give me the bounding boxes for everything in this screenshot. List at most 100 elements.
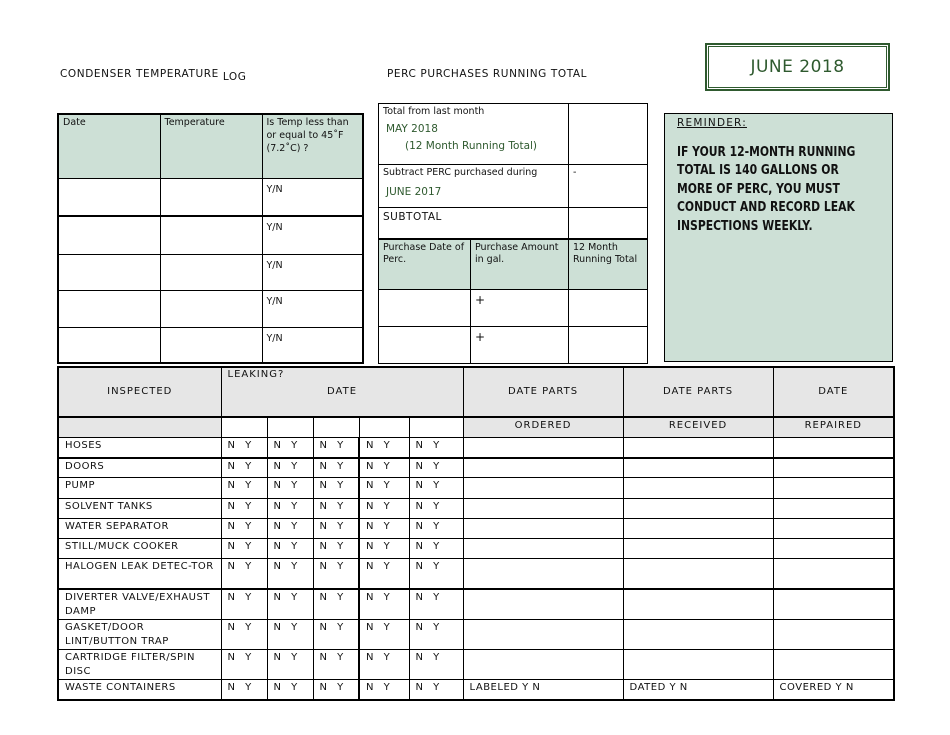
- parts-ordered-cell[interactable]: [462, 649, 624, 680]
- leak-yn-toggle[interactable]: N Y: [220, 619, 268, 650]
- leak-yn-toggle[interactable]: N Y: [220, 649, 268, 680]
- parts-ordered-cell[interactable]: [462, 619, 624, 650]
- date-cell[interactable]: [57, 177, 161, 217]
- parts-received-cell[interactable]: [622, 649, 774, 680]
- leak-yn-toggle[interactable]: N Y: [408, 497, 464, 519]
- leak-yn-toggle[interactable]: N Y: [408, 649, 464, 680]
- parts-received-cell[interactable]: [622, 588, 774, 620]
- leak-yn-toggle[interactable]: N Y: [408, 436, 464, 459]
- parts-received-cell[interactable]: [622, 436, 774, 459]
- date-input-1[interactable]: [220, 416, 268, 438]
- leak-yn-toggle[interactable]: N Y: [220, 557, 268, 590]
- parts-received-cell[interactable]: [622, 457, 774, 478]
- leak-yn-toggle[interactable]: N Y: [220, 497, 268, 519]
- temperature-cell[interactable]: [159, 177, 263, 217]
- leak-yn-toggle[interactable]: N Y: [312, 476, 360, 499]
- purchase-amount-cell[interactable]: +: [470, 289, 569, 327]
- parts-received-cell[interactable]: [622, 537, 774, 559]
- leak-yn-toggle[interactable]: N Y: [266, 537, 314, 559]
- leak-yn-toggle[interactable]: N Y: [358, 557, 410, 590]
- leak-yn-toggle[interactable]: N Y: [220, 679, 268, 700]
- purchase-date-cell[interactable]: [378, 326, 471, 364]
- leak-yn-toggle[interactable]: N Y: [220, 457, 268, 478]
- repaired-cell[interactable]: [772, 649, 895, 680]
- parts-ordered-cell[interactable]: [462, 436, 624, 459]
- running-total-cell[interactable]: [568, 326, 648, 364]
- leak-yn-toggle[interactable]: N Y: [312, 619, 360, 650]
- date-cell[interactable]: [57, 289, 161, 328]
- leak-yn-toggle[interactable]: N Y: [266, 476, 314, 499]
- leak-yn-toggle[interactable]: N Y: [220, 537, 268, 559]
- leak-yn-toggle[interactable]: N Y: [266, 436, 314, 459]
- leak-yn-toggle[interactable]: N Y: [358, 517, 410, 539]
- leak-yn-toggle[interactable]: N Y: [266, 588, 314, 620]
- leak-yn-toggle[interactable]: N Y: [220, 517, 268, 539]
- leak-yn-toggle[interactable]: N Y: [358, 588, 410, 620]
- repaired-cell[interactable]: [772, 497, 895, 519]
- temp-check-cell[interactable]: Y/N: [261, 215, 364, 255]
- repaired-cell[interactable]: [772, 588, 895, 620]
- subtract-value[interactable]: -: [568, 164, 648, 208]
- subtotal-value[interactable]: [568, 207, 648, 239]
- date-input-3[interactable]: [312, 416, 360, 438]
- temp-check-cell[interactable]: Y/N: [261, 253, 364, 291]
- temperature-cell[interactable]: [159, 326, 263, 364]
- repaired-cell[interactable]: [772, 476, 895, 499]
- leak-yn-toggle[interactable]: N Y: [312, 517, 360, 539]
- leak-yn-toggle[interactable]: N Y: [312, 649, 360, 680]
- dated-yn[interactable]: DATED Y N: [622, 679, 774, 700]
- purchase-amount-cell[interactable]: +: [470, 326, 569, 364]
- leak-yn-toggle[interactable]: N Y: [312, 497, 360, 519]
- repaired-cell[interactable]: [772, 557, 895, 590]
- temp-check-cell[interactable]: Y/N: [261, 326, 364, 364]
- leak-yn-toggle[interactable]: N Y: [312, 537, 360, 559]
- leak-yn-toggle[interactable]: N Y: [358, 679, 410, 700]
- date-cell[interactable]: [57, 326, 161, 364]
- leak-yn-toggle[interactable]: N Y: [358, 457, 410, 478]
- parts-ordered-cell[interactable]: [462, 497, 624, 519]
- leak-yn-toggle[interactable]: N Y: [358, 537, 410, 559]
- leak-yn-toggle[interactable]: N Y: [220, 588, 268, 620]
- parts-ordered-cell[interactable]: [462, 557, 624, 590]
- leak-yn-toggle[interactable]: N Y: [358, 619, 410, 650]
- leak-yn-toggle[interactable]: N Y: [408, 476, 464, 499]
- running-total-cell[interactable]: [568, 289, 648, 327]
- parts-received-cell[interactable]: [622, 557, 774, 590]
- leak-yn-toggle[interactable]: N Y: [358, 497, 410, 519]
- parts-received-cell[interactable]: [622, 497, 774, 519]
- leak-yn-toggle[interactable]: N Y: [408, 537, 464, 559]
- covered-yn[interactable]: COVERED Y N: [772, 679, 895, 700]
- leak-yn-toggle[interactable]: N Y: [312, 457, 360, 478]
- purchase-date-cell[interactable]: [378, 289, 471, 327]
- leak-yn-toggle[interactable]: N Y: [220, 436, 268, 459]
- leak-yn-toggle[interactable]: N Y: [266, 517, 314, 539]
- leak-yn-toggle[interactable]: N Y: [408, 557, 464, 590]
- leak-yn-toggle[interactable]: N Y: [358, 649, 410, 680]
- leak-yn-toggle[interactable]: N Y: [312, 588, 360, 620]
- parts-received-cell[interactable]: [622, 517, 774, 539]
- leak-yn-toggle[interactable]: N Y: [266, 557, 314, 590]
- repaired-cell[interactable]: [772, 517, 895, 539]
- total-last-month-value[interactable]: [568, 103, 648, 165]
- leak-yn-toggle[interactable]: N Y: [408, 679, 464, 700]
- parts-ordered-cell[interactable]: [462, 537, 624, 559]
- parts-received-cell[interactable]: [622, 619, 774, 650]
- date-input-5[interactable]: [408, 416, 464, 438]
- leak-yn-toggle[interactable]: N Y: [408, 517, 464, 539]
- parts-ordered-cell[interactable]: [462, 457, 624, 478]
- date-input-4[interactable]: [358, 416, 410, 438]
- leak-yn-toggle[interactable]: N Y: [266, 619, 314, 650]
- parts-ordered-cell[interactable]: [462, 476, 624, 499]
- repaired-cell[interactable]: [772, 619, 895, 650]
- temperature-cell[interactable]: [159, 289, 263, 328]
- temp-check-cell[interactable]: Y/N: [261, 177, 364, 217]
- repaired-cell[interactable]: [772, 436, 895, 459]
- date-cell[interactable]: [57, 215, 161, 255]
- repaired-cell[interactable]: [772, 457, 895, 478]
- leak-yn-toggle[interactable]: N Y: [358, 436, 410, 459]
- parts-ordered-cell[interactable]: [462, 517, 624, 539]
- leak-yn-toggle[interactable]: N Y: [312, 436, 360, 459]
- leak-yn-toggle[interactable]: N Y: [408, 619, 464, 650]
- temperature-cell[interactable]: [159, 215, 263, 255]
- date-cell[interactable]: [57, 253, 161, 291]
